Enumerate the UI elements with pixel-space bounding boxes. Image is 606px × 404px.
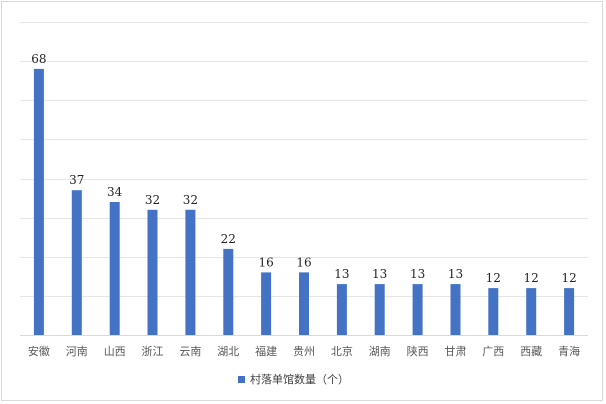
bar	[185, 209, 196, 335]
data-label: 13	[372, 267, 387, 281]
data-label: 22	[221, 232, 236, 246]
bar	[488, 288, 499, 335]
data-label: 68	[31, 52, 46, 66]
x-tick-label: 陕西	[407, 344, 429, 358]
legend-swatch	[238, 376, 245, 383]
x-tick-label: 西藏	[520, 345, 542, 358]
x-tick-label: 北京	[331, 344, 353, 358]
data-label: 13	[448, 267, 463, 281]
data-label: 12	[524, 271, 539, 285]
bar	[450, 284, 461, 335]
x-tick-label: 贵州	[293, 345, 315, 358]
bar	[412, 284, 423, 335]
x-tick-label: 福建	[255, 344, 277, 358]
x-tick-label: 云南	[179, 345, 201, 358]
data-label: 37	[69, 173, 84, 187]
bar	[299, 272, 309, 335]
data-labels: 68 37 34 32 32 22 16 16 13 13 13 13 12 12 12	[31, 52, 576, 285]
data-label: 13	[334, 267, 349, 281]
data-label: 13	[410, 267, 425, 281]
bar	[526, 288, 537, 335]
data-label: 32	[145, 193, 160, 207]
x-tick-label: 青海	[558, 344, 580, 358]
data-label: 16	[296, 255, 311, 269]
x-tick-label: 安徽	[28, 344, 50, 358]
x-tick-label: 甘肃	[445, 345, 467, 358]
data-label: 34	[107, 185, 123, 199]
bar	[564, 288, 575, 335]
bar	[261, 272, 272, 335]
bar	[33, 68, 44, 336]
bar	[336, 284, 347, 335]
x-tick-label: 湖南	[369, 345, 391, 358]
x-tick-label: 广西	[482, 345, 504, 358]
bar	[109, 202, 120, 335]
data-label: 32	[183, 193, 198, 207]
legend-label: 村落单馆数量（个）	[250, 372, 349, 386]
data-label: 12	[486, 271, 501, 285]
x-tick-label: 浙江	[142, 345, 164, 358]
legend: 村落单馆数量（个）	[238, 372, 349, 386]
bar	[71, 190, 82, 335]
bars	[33, 68, 575, 336]
bar	[374, 284, 385, 335]
data-label: 16	[258, 255, 273, 269]
x-tick-label: 山西	[104, 345, 126, 358]
bar	[223, 248, 234, 335]
x-tick-label: 湖北	[217, 345, 239, 358]
data-label: 12	[561, 271, 576, 285]
x-tick-label: 河南	[66, 345, 88, 358]
bar	[147, 209, 158, 335]
x-axis-tick-labels: 安徽 河南 山西 浙江 云南 湖北 福建 贵州 北京 湖南 陕西 甘肃 广西 西藏 青海	[28, 344, 580, 358]
